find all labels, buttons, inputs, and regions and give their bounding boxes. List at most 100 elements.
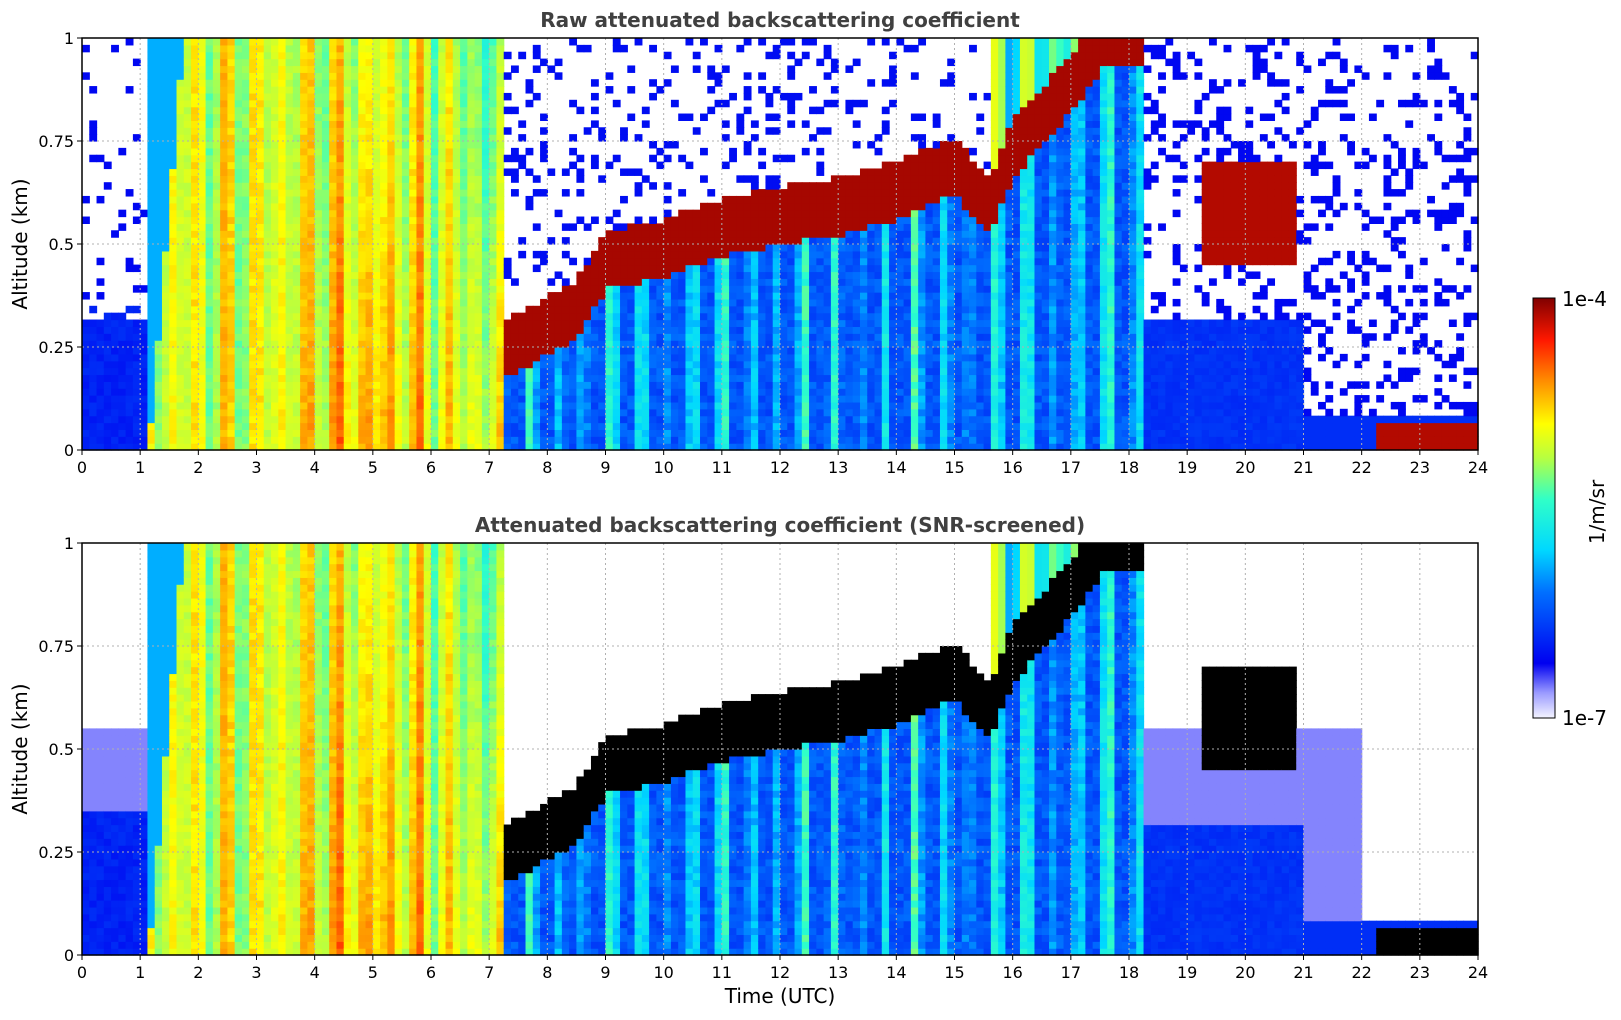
heatmap-cell xyxy=(358,347,367,355)
heatmap-cell xyxy=(510,347,519,355)
heatmap-cell xyxy=(343,257,352,266)
heatmap-cell xyxy=(278,388,287,396)
heatmap-cell xyxy=(569,285,578,293)
heatmap-cell xyxy=(314,401,323,410)
heatmap-cell xyxy=(205,360,214,369)
heatmap-cell xyxy=(256,72,265,80)
heatmap-cell xyxy=(191,257,199,266)
heatmap-cell xyxy=(336,127,345,135)
heatmap-cell xyxy=(569,223,578,231)
heatmap-cell xyxy=(394,127,403,135)
heatmap-cell xyxy=(394,168,403,176)
heatmap-cell xyxy=(300,51,308,60)
heatmap-cell xyxy=(736,305,745,314)
heatmap-cell xyxy=(256,285,265,293)
heatmap-cell xyxy=(758,161,767,170)
heatmap-cell xyxy=(852,360,861,369)
heatmap-cell xyxy=(234,333,243,341)
heatmap-cell xyxy=(474,127,483,135)
heatmap-cell xyxy=(438,264,447,273)
heatmap-cell xyxy=(394,86,403,94)
heatmap-cell xyxy=(729,319,737,327)
heatmap-cell xyxy=(380,237,388,245)
heatmap-cell xyxy=(220,292,229,300)
heatmap-cell xyxy=(452,113,461,121)
heatmap-cell xyxy=(96,415,105,424)
heatmap-cell xyxy=(220,120,229,128)
heatmap-cell xyxy=(431,388,439,396)
heatmap-cell xyxy=(147,51,156,60)
heatmap-cell xyxy=(561,319,570,327)
heatmap-cell xyxy=(496,106,505,115)
heatmap-cell xyxy=(285,120,294,128)
heatmap-cell xyxy=(489,141,498,149)
heatmap-cell xyxy=(271,422,279,430)
heatmap-cell xyxy=(227,161,236,170)
heatmap-cell xyxy=(278,374,287,382)
heatmap-cell xyxy=(125,333,134,341)
heatmap-cell xyxy=(256,92,265,101)
heatmap-cell xyxy=(183,134,192,142)
heatmap-cell xyxy=(561,347,570,355)
heatmap-cell xyxy=(372,367,381,376)
heatmap-cell xyxy=(823,436,832,444)
heatmap-cell xyxy=(438,168,447,176)
heatmap-cell xyxy=(336,237,345,245)
heatmap-cell xyxy=(765,429,774,437)
heatmap-cell xyxy=(729,305,737,314)
heatmap-cell xyxy=(147,285,156,293)
heatmap-cell xyxy=(707,360,716,369)
heatmap-cell xyxy=(714,271,723,279)
heatmap-cell xyxy=(590,395,599,403)
heatmap-cell xyxy=(823,216,832,224)
heatmap-cell xyxy=(329,72,338,80)
heatmap-cell xyxy=(132,134,141,142)
heatmap-cell xyxy=(830,312,839,321)
heatmap-cell xyxy=(649,292,657,300)
heatmap-cell xyxy=(823,312,832,321)
heatmap-cell xyxy=(198,141,207,149)
heatmap-cell xyxy=(445,237,454,245)
heatmap-cell xyxy=(154,264,163,273)
heatmap-cell xyxy=(234,223,243,231)
heatmap-cell xyxy=(649,216,657,224)
heatmap-cell xyxy=(358,147,367,156)
heatmap-cell xyxy=(394,415,403,424)
heatmap-cell xyxy=(576,154,585,163)
heatmap-cell xyxy=(423,51,432,60)
heatmap-cell xyxy=(365,347,374,355)
heatmap-cell xyxy=(285,72,294,80)
heatmap-cell xyxy=(743,278,752,286)
heatmap-cell xyxy=(220,429,229,437)
heatmap-cell xyxy=(278,415,287,424)
heatmap-cell xyxy=(438,51,447,60)
heatmap-cell xyxy=(227,38,236,46)
heatmap-cell xyxy=(787,367,796,376)
heatmap-cell xyxy=(343,305,352,314)
heatmap-cell xyxy=(227,443,236,451)
heatmap-cell xyxy=(423,99,432,108)
heatmap-cell xyxy=(452,298,461,307)
heatmap-cell xyxy=(249,113,258,121)
heatmap-cell xyxy=(249,161,258,170)
heatmap-cell xyxy=(692,237,701,245)
heatmap-cell xyxy=(300,305,308,314)
heatmap-cell xyxy=(809,415,817,424)
heatmap-cell xyxy=(169,86,178,94)
heatmap-cell xyxy=(227,134,236,142)
heatmap-cell xyxy=(736,443,745,451)
heatmap-cell xyxy=(540,113,548,121)
heatmap-cell xyxy=(554,388,563,396)
heatmap-cell xyxy=(343,65,352,73)
heatmap-cell xyxy=(794,367,803,376)
heatmap-cell xyxy=(394,395,403,403)
heatmap-cell xyxy=(474,79,483,87)
heatmap-cell xyxy=(780,189,788,197)
heatmap-cell xyxy=(707,312,716,321)
heatmap-cell xyxy=(161,360,170,369)
heatmap-cell xyxy=(292,340,301,348)
heatmap-cell xyxy=(845,429,854,437)
heatmap-cell xyxy=(358,340,367,348)
heatmap-cell xyxy=(496,429,505,437)
heatmap-cell xyxy=(496,443,505,451)
